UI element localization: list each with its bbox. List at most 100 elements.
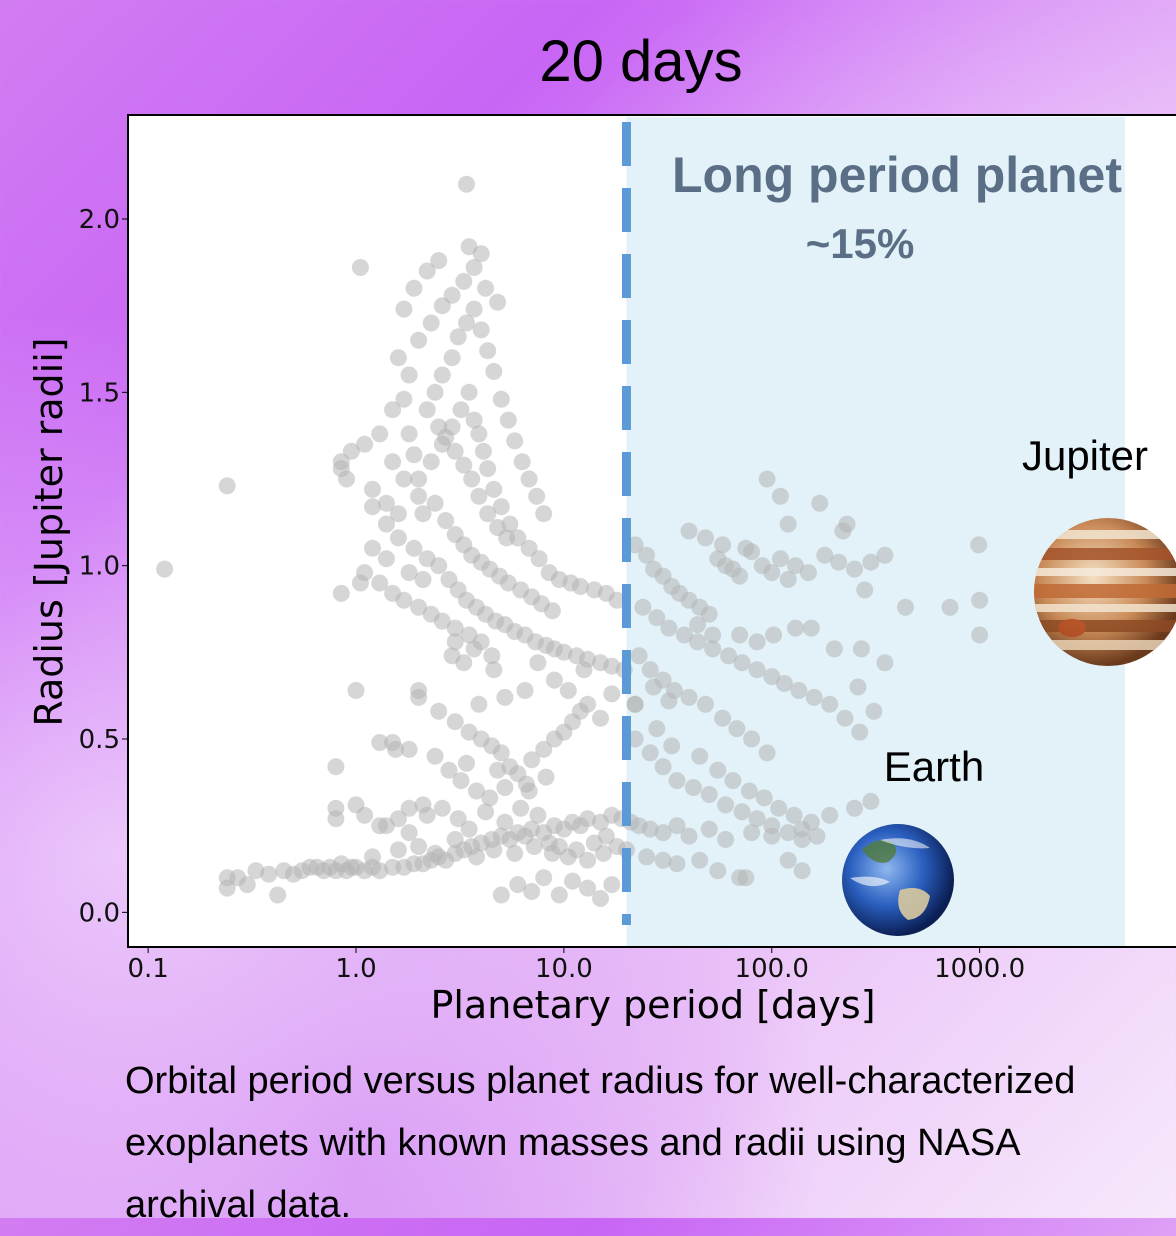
data-point xyxy=(579,695,597,713)
data-point xyxy=(720,647,738,665)
data-point xyxy=(638,848,656,866)
data-point xyxy=(559,848,577,866)
data-point xyxy=(529,806,547,824)
data-point xyxy=(941,598,959,616)
data-point xyxy=(733,654,751,672)
data-point xyxy=(449,328,467,346)
data-point xyxy=(389,810,407,828)
data-point xyxy=(485,480,503,498)
data-point xyxy=(446,713,464,731)
data-point xyxy=(537,768,555,786)
data-point xyxy=(865,702,883,720)
data-point xyxy=(663,737,681,755)
data-point xyxy=(468,848,485,866)
data-point xyxy=(414,796,432,814)
data-point xyxy=(356,806,374,824)
data-point xyxy=(691,851,709,869)
data-point xyxy=(389,841,407,859)
data-point xyxy=(731,567,749,585)
data-point xyxy=(799,564,817,582)
data-point xyxy=(825,640,843,658)
data-point xyxy=(446,442,464,460)
data-point xyxy=(790,682,808,699)
data-point xyxy=(665,682,683,699)
data-point xyxy=(496,813,514,831)
data-point xyxy=(704,626,722,644)
data-point xyxy=(787,619,804,637)
data-point xyxy=(458,314,475,332)
data-point xyxy=(724,772,742,790)
x-tick-label: 10.0 xyxy=(535,954,593,984)
data-point xyxy=(499,411,517,429)
data-point xyxy=(523,751,541,769)
data-point xyxy=(418,401,436,419)
data-point xyxy=(846,799,863,817)
data-point xyxy=(520,782,538,800)
data-point xyxy=(446,619,464,637)
data-point xyxy=(709,761,727,779)
data-point xyxy=(648,720,666,738)
data-point xyxy=(638,546,656,564)
data-point xyxy=(492,498,510,516)
data-point xyxy=(364,539,381,557)
data-point xyxy=(763,668,781,686)
data-point xyxy=(680,522,698,540)
data-point xyxy=(763,817,781,835)
data-point xyxy=(485,661,503,679)
data-point xyxy=(714,536,732,554)
data-point xyxy=(400,799,418,817)
data-point xyxy=(483,647,501,665)
data-point xyxy=(579,851,597,869)
data-point xyxy=(743,824,761,842)
data-point xyxy=(779,571,797,588)
data-point xyxy=(709,862,727,880)
data-point xyxy=(545,671,563,689)
data-point xyxy=(775,675,793,692)
data-point xyxy=(748,661,766,679)
jupiter-label: Jupiter xyxy=(1022,432,1148,479)
data-point xyxy=(834,522,852,540)
data-point xyxy=(356,435,374,453)
data-point xyxy=(728,720,746,738)
data-point xyxy=(468,782,485,800)
data-point xyxy=(458,754,475,772)
data-point xyxy=(779,515,797,533)
data-point xyxy=(654,758,672,776)
data-point xyxy=(418,262,436,280)
data-point xyxy=(422,453,440,471)
data-point xyxy=(675,626,693,644)
y-tick-label: 2.0 xyxy=(79,205,120,235)
data-point xyxy=(440,761,458,779)
data-point xyxy=(460,820,478,838)
data-point xyxy=(535,869,553,887)
jupiter-image xyxy=(1034,518,1176,666)
data-point xyxy=(400,564,418,582)
data-point xyxy=(821,695,839,713)
data-point xyxy=(771,550,789,568)
y-tick-label: 1.0 xyxy=(79,552,120,582)
x-tick-label: 1000.0 xyxy=(934,954,1025,984)
data-point xyxy=(351,259,369,276)
data-point xyxy=(528,487,546,505)
data-point xyxy=(520,470,538,488)
data-point xyxy=(771,487,789,505)
data-point xyxy=(700,605,718,623)
data-point xyxy=(697,529,714,547)
data-point xyxy=(389,505,407,523)
data-point xyxy=(481,789,499,807)
data-point xyxy=(641,744,659,762)
data-point xyxy=(426,383,444,401)
data-point xyxy=(897,598,914,616)
data-point xyxy=(492,390,510,408)
data-point xyxy=(852,640,870,658)
data-point xyxy=(377,515,395,533)
data-point xyxy=(802,619,820,637)
data-point xyxy=(654,824,672,842)
data-point xyxy=(603,876,621,894)
data-point xyxy=(492,886,510,904)
data-point xyxy=(564,872,581,890)
data-point xyxy=(608,591,626,609)
data-point xyxy=(543,602,561,620)
data-point xyxy=(433,799,451,817)
data-point xyxy=(571,578,589,595)
